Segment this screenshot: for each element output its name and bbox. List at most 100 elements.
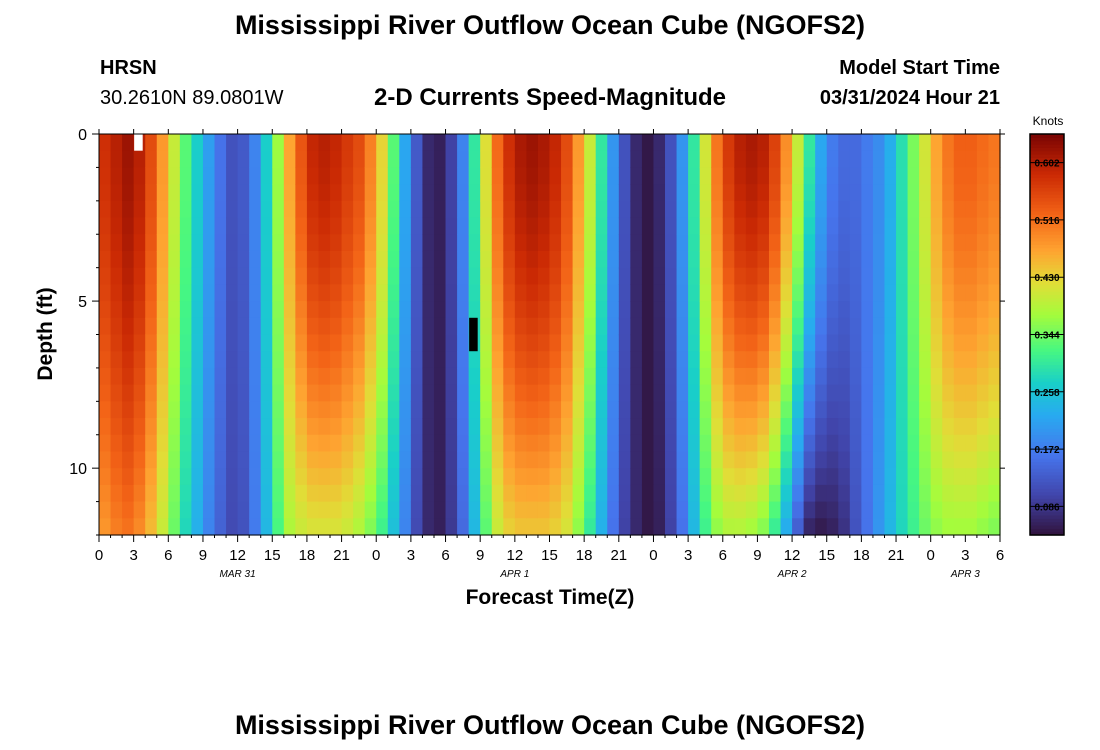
colorbar-segment bbox=[1030, 214, 1064, 219]
heatmap-cell bbox=[641, 451, 655, 469]
heatmap-cell bbox=[491, 367, 504, 386]
heatmap-cell bbox=[561, 501, 574, 519]
heatmap-cell bbox=[202, 217, 216, 235]
heatmap-cell bbox=[480, 451, 493, 469]
heatmap-cell bbox=[179, 484, 193, 503]
heatmap-cell bbox=[272, 150, 285, 169]
heatmap-cell bbox=[433, 317, 447, 336]
heatmap-cell bbox=[191, 301, 204, 319]
heatmap-cell bbox=[872, 501, 886, 519]
heatmap-cell bbox=[399, 200, 412, 219]
heatmap-cell bbox=[422, 518, 435, 536]
heatmap-cell bbox=[422, 134, 435, 152]
heatmap-cell bbox=[953, 184, 966, 202]
heatmap-cell bbox=[849, 367, 862, 386]
heatmap-cell bbox=[665, 367, 678, 386]
heatmap-cell bbox=[630, 401, 643, 419]
heatmap-cell bbox=[387, 384, 400, 402]
heatmap-cell bbox=[930, 217, 943, 235]
heatmap-cell bbox=[896, 468, 909, 486]
heatmap-cell bbox=[318, 351, 331, 369]
heatmap-cell bbox=[699, 468, 712, 486]
heatmap-cell bbox=[145, 217, 158, 235]
heatmap-cell bbox=[341, 434, 354, 453]
heatmap-cell bbox=[907, 184, 920, 202]
heatmap-cell bbox=[838, 334, 851, 352]
heatmap-cell bbox=[191, 134, 204, 152]
heatmap-cell bbox=[618, 367, 631, 386]
heatmap-cell bbox=[353, 367, 366, 386]
colorbar-tick-label: 0.172 bbox=[1034, 445, 1059, 456]
heatmap-cell bbox=[584, 317, 597, 336]
colorbar-segment bbox=[1030, 424, 1064, 429]
heatmap-cell bbox=[872, 468, 886, 486]
heatmap-cell bbox=[757, 234, 770, 252]
heatmap-cell bbox=[803, 167, 816, 185]
heatmap-cell bbox=[179, 267, 193, 285]
heatmap-cell bbox=[665, 250, 678, 269]
colorbar-segment bbox=[1030, 331, 1064, 336]
heatmap-cell bbox=[872, 418, 886, 436]
heatmap-cell bbox=[179, 367, 193, 386]
heatmap-cell bbox=[480, 284, 493, 302]
heatmap-cell bbox=[156, 234, 169, 252]
heatmap-cell bbox=[214, 150, 227, 169]
heatmap-cell bbox=[976, 484, 990, 503]
colorbar-segment bbox=[1030, 264, 1064, 269]
heatmap-cell bbox=[699, 518, 712, 536]
heatmap-cell bbox=[422, 150, 435, 169]
heatmap-cell bbox=[168, 334, 181, 352]
heatmap-cell bbox=[318, 384, 331, 402]
heatmap-cell bbox=[584, 184, 597, 202]
heatmap-cell bbox=[422, 317, 435, 336]
heatmap-cell bbox=[156, 167, 169, 185]
heatmap-cell bbox=[757, 468, 770, 486]
heatmap-cell bbox=[122, 384, 135, 402]
heatmap-cell bbox=[341, 484, 354, 503]
heatmap-cell bbox=[595, 167, 608, 185]
heatmap-cell bbox=[491, 284, 504, 302]
heatmap-cell bbox=[122, 501, 135, 519]
heatmap-cell bbox=[410, 184, 424, 202]
heatmap-cell bbox=[306, 401, 320, 419]
heatmap-cell bbox=[410, 250, 424, 269]
heatmap-cell bbox=[387, 451, 400, 469]
heatmap-cell bbox=[445, 284, 458, 302]
heatmap-cell bbox=[688, 434, 701, 453]
heatmap-cell bbox=[341, 301, 354, 319]
heatmap-cell bbox=[849, 301, 862, 319]
heatmap-cell bbox=[584, 250, 597, 269]
heatmap-cell bbox=[942, 418, 955, 436]
heatmap-cell bbox=[353, 334, 366, 352]
heatmap-cell bbox=[641, 434, 655, 453]
heatmap-cell bbox=[768, 301, 782, 319]
heatmap-cell bbox=[226, 200, 239, 219]
heatmap-cell bbox=[734, 167, 747, 185]
heatmap-cell bbox=[295, 317, 308, 336]
heatmap-cell bbox=[549, 401, 562, 419]
heatmap-cell bbox=[861, 234, 874, 252]
heatmap-cell bbox=[849, 250, 862, 269]
heatmap-cell bbox=[341, 167, 354, 185]
heatmap-cell bbox=[572, 401, 585, 419]
heatmap-cell bbox=[815, 250, 828, 269]
heatmap-cell bbox=[607, 334, 620, 352]
heatmap-cell bbox=[214, 351, 227, 369]
heatmap-cell bbox=[514, 468, 527, 486]
heatmap-cell bbox=[376, 284, 389, 302]
heatmap-cell bbox=[457, 518, 470, 536]
heatmap-cell bbox=[410, 384, 424, 402]
heatmap-cell bbox=[145, 317, 158, 336]
heatmap-cell bbox=[272, 484, 285, 503]
heatmap-cell bbox=[549, 134, 562, 152]
heatmap-cell bbox=[849, 384, 862, 402]
heatmap-cell bbox=[399, 234, 412, 252]
heatmap-cell bbox=[780, 167, 793, 185]
heatmap-cell bbox=[711, 150, 724, 169]
heatmap-cell bbox=[295, 184, 308, 202]
heatmap-cell bbox=[226, 501, 239, 519]
heatmap-cell bbox=[110, 418, 123, 436]
heatmap-cell bbox=[514, 384, 527, 402]
heatmap-cell bbox=[792, 334, 805, 352]
heatmap-cell bbox=[595, 267, 608, 285]
